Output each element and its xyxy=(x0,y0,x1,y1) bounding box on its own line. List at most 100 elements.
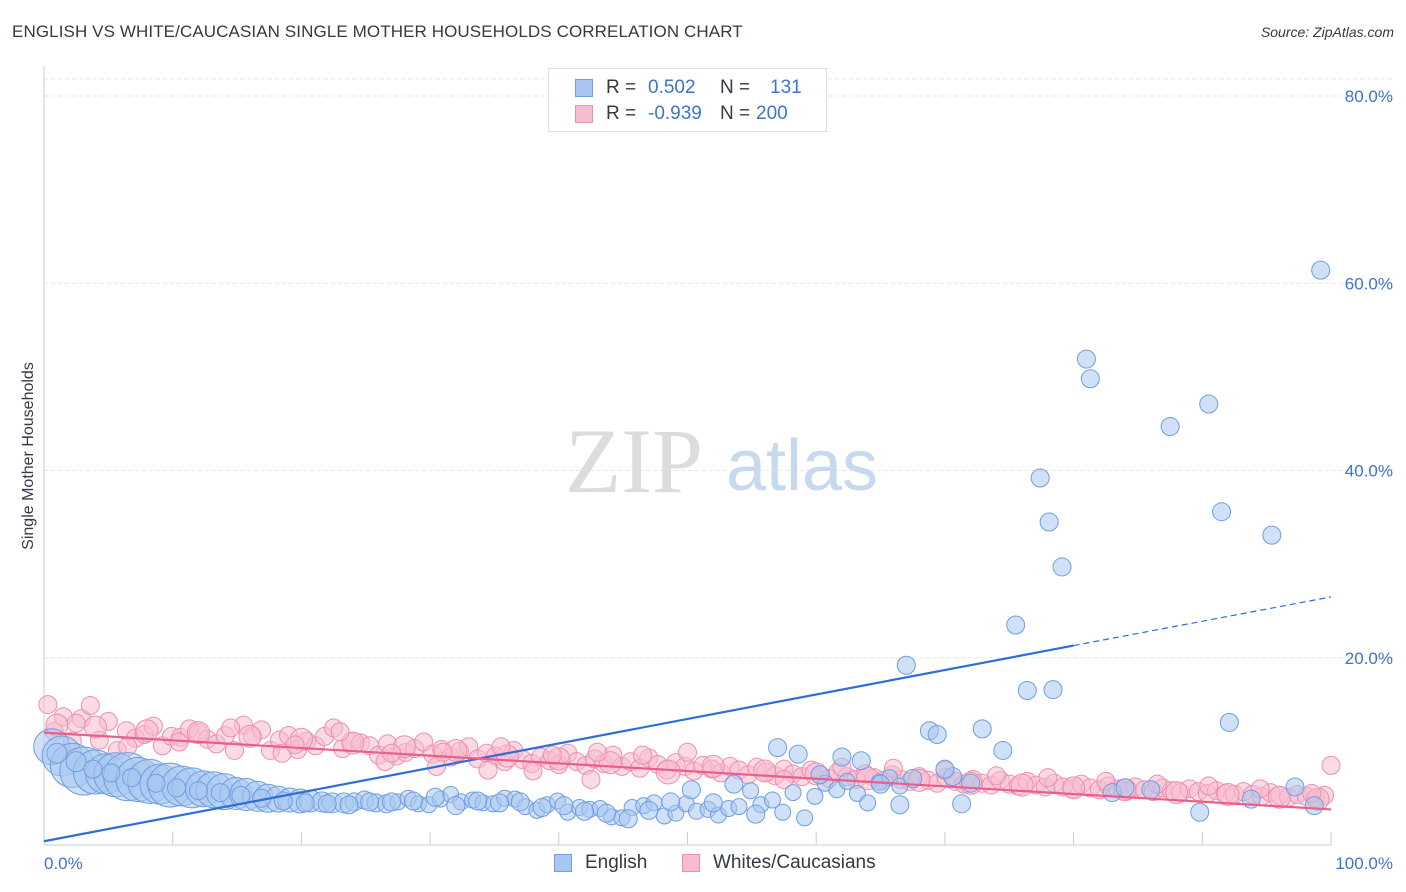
english-point xyxy=(1043,680,1063,700)
white-point xyxy=(542,745,562,765)
white-n-value: 200 xyxy=(756,103,788,124)
y-tick-label: 40.0% xyxy=(1345,462,1393,481)
english-point xyxy=(188,781,208,801)
english-n-label: N = xyxy=(720,77,751,98)
english-point xyxy=(810,765,830,785)
english-point xyxy=(681,780,701,800)
english-point xyxy=(730,798,748,816)
white-point xyxy=(224,740,244,760)
english-point xyxy=(768,738,788,758)
watermark-atlas: atlas xyxy=(726,426,878,506)
white-point xyxy=(581,769,601,789)
white-point xyxy=(1038,768,1058,788)
english-point xyxy=(961,773,981,793)
english-point xyxy=(468,791,488,811)
y-tick-label: 20.0% xyxy=(1345,649,1393,668)
english-point xyxy=(1262,525,1282,545)
english-point xyxy=(575,801,595,821)
english-point xyxy=(1115,778,1135,798)
english-point xyxy=(903,769,923,789)
english-point xyxy=(510,792,530,812)
english-point xyxy=(1017,681,1037,701)
english-point xyxy=(1199,394,1219,414)
tick-labels: 20.0% 40.0% 60.0% 80.0% 0.0% 100.0% xyxy=(44,87,1393,873)
english-point xyxy=(381,792,401,812)
legend-row-english: R = 0.502 N = 131 xyxy=(575,77,802,99)
english-point xyxy=(1219,712,1239,732)
english-point xyxy=(890,795,910,815)
english-point xyxy=(1285,777,1305,797)
english-point xyxy=(1190,802,1210,822)
axes xyxy=(43,66,1332,846)
english-point xyxy=(1006,615,1026,635)
english-point xyxy=(65,751,87,773)
white-point xyxy=(774,769,794,789)
english-point xyxy=(425,787,445,807)
white-point xyxy=(433,742,453,762)
english-point xyxy=(724,774,744,794)
legend-item-white[interactable]: Whites/Caucasians xyxy=(682,852,876,874)
legend-item-english[interactable]: English xyxy=(554,852,647,874)
white-point xyxy=(80,695,100,715)
english-point xyxy=(1311,260,1331,280)
english-point xyxy=(1212,502,1232,522)
english-point xyxy=(935,759,955,779)
white-point xyxy=(38,695,58,715)
english-point xyxy=(554,796,574,816)
english-point xyxy=(101,763,121,783)
english-point xyxy=(896,655,916,675)
english-point xyxy=(210,783,230,803)
english-point xyxy=(490,793,510,813)
white-legend-label: Whites/Caucasians xyxy=(713,852,876,873)
english-point xyxy=(146,773,166,793)
series-legend: English Whites/Caucasians xyxy=(0,852,1406,876)
watermark: ZIP atlas xyxy=(565,410,878,512)
white-point xyxy=(632,745,652,765)
english-swatch xyxy=(575,79,593,97)
english-point xyxy=(774,803,792,821)
english-point xyxy=(796,809,814,827)
english-points xyxy=(33,260,1331,829)
white-point xyxy=(523,761,543,781)
english-point xyxy=(1052,557,1072,577)
white-point xyxy=(678,742,697,762)
english-point xyxy=(618,809,638,829)
white-point xyxy=(1199,776,1219,796)
english-trend-extension xyxy=(1073,596,1332,647)
white-point xyxy=(1268,785,1292,809)
english-point xyxy=(871,774,891,794)
english-point xyxy=(167,778,187,798)
white-point xyxy=(587,742,607,762)
grid-lines xyxy=(44,78,1395,659)
english-point xyxy=(1039,512,1059,532)
english-point xyxy=(832,747,852,767)
english-point xyxy=(46,742,68,764)
english-point xyxy=(122,768,142,788)
white-point xyxy=(221,718,241,738)
white-point xyxy=(986,766,1006,786)
english-point xyxy=(446,796,466,816)
english-trend-line xyxy=(43,644,1074,843)
english-point xyxy=(746,804,766,824)
english-point xyxy=(639,800,659,820)
correlation-legend: R = 0.502 N = 131 R = -0.939 N = 200 xyxy=(548,68,827,132)
english-point xyxy=(1080,369,1100,389)
english-point xyxy=(993,740,1013,760)
english-point xyxy=(1076,349,1096,369)
english-point xyxy=(83,759,103,779)
english-point xyxy=(806,787,824,805)
white-point xyxy=(1216,782,1240,806)
english-point xyxy=(596,803,616,823)
english-r-value: 0.502 xyxy=(648,77,696,98)
white-point xyxy=(285,735,305,755)
english-point xyxy=(742,782,760,800)
english-point xyxy=(360,792,380,812)
english-point xyxy=(661,792,681,812)
white-point xyxy=(491,737,511,757)
english-r-label: R = xyxy=(606,77,637,98)
white-r-label: R = xyxy=(606,103,637,124)
english-point xyxy=(339,795,359,815)
english-legend-label: English xyxy=(585,852,648,873)
white-point xyxy=(1321,755,1341,775)
